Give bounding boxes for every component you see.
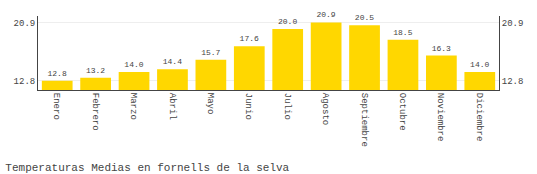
svg-text:14.0: 14.0 <box>470 60 489 69</box>
svg-text:12.8: 12.8 <box>48 69 67 78</box>
svg-text:Mayo: Mayo <box>205 93 215 115</box>
svg-text:15.7: 15.7 <box>201 48 220 57</box>
svg-text:Julio: Julio <box>282 93 292 120</box>
svg-text:20.0: 20.0 <box>278 17 297 26</box>
svg-text:Noviembre: Noviembre <box>435 93 445 142</box>
svg-text:Marzo: Marzo <box>128 93 138 120</box>
svg-text:20.5: 20.5 <box>355 13 374 22</box>
svg-text:20.9: 20.9 <box>502 19 524 29</box>
svg-text:20.9: 20.9 <box>316 10 335 19</box>
svg-text:16.3: 16.3 <box>432 44 451 53</box>
svg-text:18.5: 18.5 <box>393 28 412 37</box>
svg-text:17.6: 17.6 <box>240 34 259 43</box>
svg-text:Abril: Abril <box>167 93 177 120</box>
svg-text:Temperaturas Medias en fornell: Temperaturas Medias en fornells de la se… <box>5 162 289 174</box>
svg-text:Junio: Junio <box>243 93 253 120</box>
svg-text:Septiembre: Septiembre <box>359 93 369 147</box>
svg-text:12.8: 12.8 <box>14 77 36 87</box>
svg-text:13.2: 13.2 <box>86 66 105 75</box>
svg-text:14.4: 14.4 <box>163 57 182 66</box>
svg-text:Diciembre: Diciembre <box>474 93 484 142</box>
svg-text:20.9: 20.9 <box>14 19 36 29</box>
svg-text:14.0: 14.0 <box>124 60 143 69</box>
svg-text:Agosto: Agosto <box>320 93 330 125</box>
svg-text:12.8: 12.8 <box>502 77 524 87</box>
svg-text:Octubre: Octubre <box>397 93 407 131</box>
svg-text:Enero: Enero <box>51 93 61 120</box>
svg-text:Febrero: Febrero <box>90 93 100 131</box>
